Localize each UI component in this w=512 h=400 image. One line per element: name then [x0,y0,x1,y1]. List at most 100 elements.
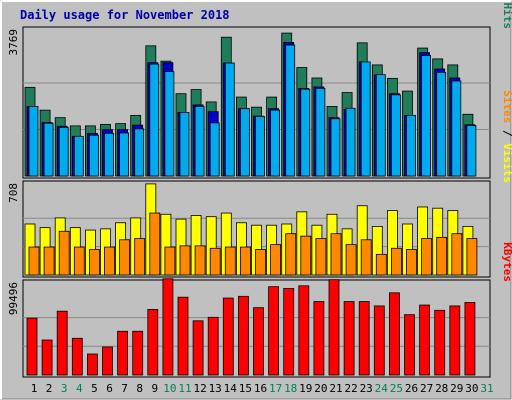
panel-kbytes-legend-part-0: KBytes [501,242,512,282]
bar-kbytes-kbytes-day-12 [192,320,204,376]
chart-title: Daily usage for November 2018 [20,8,230,22]
bar-visits-sites-day-24 [375,253,387,276]
x-tick-day-25: 25 [390,382,403,395]
bar-hits-pages-day-13 [209,122,220,177]
bar-hits-pages-day-27 [421,55,432,177]
bar-visits-sites-day-18 [285,233,297,276]
bar-visits-sites-day-23 [360,239,372,276]
x-tick-day-24: 24 [375,382,389,395]
bar-visits-sites-day-2 [43,246,55,276]
bar-hits-pages-day-7 [119,132,129,177]
bar-visits-sites-day-1 [28,246,40,276]
bar-visits-sites-day-14 [224,246,236,276]
bar-hits-pages-day-19 [300,88,311,177]
panel-hits-y-tick: 3769 [7,29,20,56]
x-tick-day-7: 7 [121,382,128,395]
bar-kbytes-kbytes-day-24 [373,305,385,376]
bar-kbytes-kbytes-day-20 [313,301,325,376]
panel-kbytes-y-tick: 99496 [7,282,20,315]
bar-kbytes-kbytes-day-27 [419,304,431,376]
bar-hits-pages-day-6 [104,132,114,177]
bar-visits-sites-day-27 [421,238,433,276]
bar-kbytes-kbytes-day-28 [434,309,446,376]
bar-visits-sites-day-22 [345,244,357,276]
x-tick-day-23: 23 [360,382,373,395]
bar-kbytes-kbytes-day-3 [56,310,68,376]
bar-hits-pages-day-14 [224,62,235,177]
bar-hits-pages-day-4 [73,135,84,177]
bar-kbytes-kbytes-day-29 [449,305,461,376]
bar-hits-pages-day-12 [194,106,205,177]
panel-kbytes-bars [26,278,476,376]
bar-visits-sites-day-15 [239,246,251,276]
x-tick-day-31: 31 [480,382,493,395]
bar-visits-sites-day-4 [73,246,85,276]
x-tick-day-3: 3 [61,382,68,395]
bar-hits-pages-day-1 [28,106,39,177]
bar-kbytes-kbytes-day-5 [87,353,98,376]
bar-visits-sites-day-26 [406,249,417,276]
x-tick-day-14: 14 [224,382,238,395]
bar-visits-sites-day-19 [300,235,312,276]
bar-hits-pages-day-28 [436,71,447,177]
bar-kbytes-kbytes-day-25 [388,292,400,376]
bar-hits-pages-day-2 [43,122,54,177]
bar-kbytes-kbytes-day-13 [207,316,219,376]
bar-hits-pages-day-3 [58,126,69,177]
bar-kbytes-kbytes-day-19 [298,285,310,376]
bar-kbytes-kbytes-day-15 [237,295,249,376]
bar-visits-sites-day-21 [330,233,342,276]
bar-hits-pages-day-26 [406,114,416,177]
bar-kbytes-kbytes-day-30 [464,302,476,376]
panel-hits-legend-part-3: / [501,0,512,3]
bar-kbytes-kbytes-day-11 [177,296,189,376]
bar-kbytes-kbytes-day-10 [162,278,174,376]
x-tick-day-12: 12 [193,382,206,395]
x-tick-day-11: 11 [178,382,191,395]
bar-kbytes-kbytes-day-22 [343,301,355,376]
bar-visits-sites-day-13 [209,247,221,276]
bar-visits-sites-day-11 [179,245,191,276]
bar-visits-sites-day-10 [164,246,176,276]
panel-hits-bars [24,32,477,177]
x-tick-day-5: 5 [91,382,98,395]
bar-visits-sites-day-16 [255,249,266,276]
bar-visits-sites-day-30 [466,238,478,276]
panel-hits-legend: Pages / Files / Hits [501,0,512,29]
x-tick-day-9: 9 [151,382,158,395]
x-tick-day-19: 19 [299,382,312,395]
bar-visits-sites-day-9 [149,212,161,276]
x-tick-day-6: 6 [106,382,113,395]
bar-hits-pages-day-16 [255,116,265,177]
bar-hits-pages-day-10 [164,71,175,177]
bar-hits-pages-day-25 [390,94,401,177]
bar-hits-pages-day-8 [134,128,145,177]
bar-kbytes-kbytes-day-2 [41,339,53,376]
bar-kbytes-kbytes-day-4 [71,337,83,376]
bar-visits-sites-day-3 [58,230,70,276]
bar-kbytes-kbytes-day-16 [253,307,264,376]
panel-visits-legend-part-1: / [501,123,512,143]
bar-hits-pages-day-29 [451,80,462,177]
panel-hits: 3769 Pages / Files / Hits [7,0,512,179]
panel-visits-legend-part-2: Visits [501,143,512,183]
bar-kbytes-kbytes-day-26 [404,314,415,376]
bar-kbytes-kbytes-day-1 [26,317,38,376]
x-tick-day-27: 27 [420,382,433,395]
x-tick-day-8: 8 [136,382,143,395]
bar-visits-sites-day-29 [451,233,463,276]
x-tick-day-18: 18 [284,382,297,395]
bar-visits-sites-day-25 [390,247,402,276]
bar-kbytes-kbytes-day-7 [117,330,128,376]
bar-hits-pages-day-17 [270,109,281,177]
x-tick-day-21: 21 [329,382,342,395]
bar-visits-sites-day-5 [89,249,100,276]
bar-hits-pages-day-21 [330,118,341,177]
x-tick-day-28: 28 [435,382,448,395]
bar-kbytes-kbytes-day-17 [268,286,280,376]
x-tick-day-2: 2 [46,382,53,395]
bar-hits-pages-day-24 [375,74,386,177]
x-tick-day-20: 20 [314,382,327,395]
x-tick-day-4: 4 [76,382,83,395]
